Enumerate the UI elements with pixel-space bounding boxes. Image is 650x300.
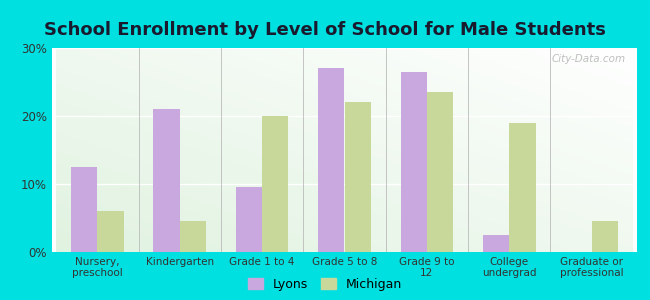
Bar — [318, 68, 344, 252]
Legend: Lyons, Michigan: Lyons, Michigan — [248, 278, 402, 291]
Text: City-Data.com: City-Data.com — [551, 54, 625, 64]
Bar — [71, 167, 97, 252]
Bar — [262, 116, 289, 252]
Bar — [153, 109, 179, 252]
Bar — [98, 211, 124, 252]
Bar — [236, 188, 262, 252]
Bar — [427, 92, 453, 252]
Bar — [510, 123, 536, 252]
Text: School Enrollment by Level of School for Male Students: School Enrollment by Level of School for… — [44, 21, 606, 39]
Bar — [483, 235, 510, 252]
Bar — [592, 221, 618, 252]
Bar — [179, 221, 206, 252]
Bar — [400, 72, 427, 252]
Bar — [344, 102, 371, 252]
